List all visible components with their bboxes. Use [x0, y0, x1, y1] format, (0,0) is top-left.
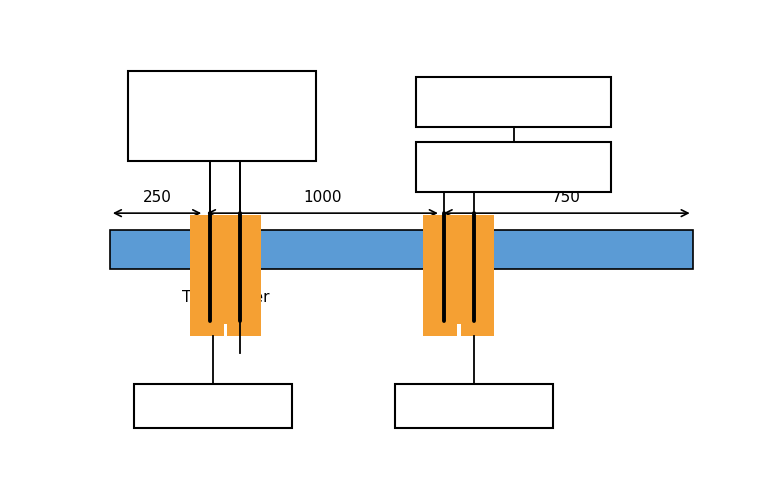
FancyBboxPatch shape	[128, 71, 316, 161]
FancyBboxPatch shape	[417, 142, 611, 192]
Text: Transmitter: Transmitter	[182, 290, 269, 305]
Text: 250: 250	[143, 190, 171, 205]
FancyBboxPatch shape	[417, 77, 611, 127]
Polygon shape	[424, 215, 495, 336]
Text: DC power supply: DC power supply	[409, 398, 539, 413]
FancyBboxPatch shape	[135, 384, 292, 428]
Text: Multi-delayed
pulser: Multi-delayed pulser	[143, 81, 247, 117]
FancyBboxPatch shape	[395, 384, 553, 428]
Text: DC power supply: DC power supply	[148, 398, 278, 413]
FancyBboxPatch shape	[110, 231, 693, 269]
Text: 1000: 1000	[303, 190, 341, 205]
Text: 750: 750	[552, 190, 581, 205]
Text: Broadband receiver: Broadband receiver	[438, 160, 589, 175]
Text: Storage osilloscpoe: Storage osilloscpoe	[438, 95, 588, 110]
Text: Receiver: Receiver	[426, 290, 493, 305]
Text: ch1    ch2    …    …: ch1 ch2 … …	[153, 129, 290, 144]
Polygon shape	[189, 215, 261, 336]
